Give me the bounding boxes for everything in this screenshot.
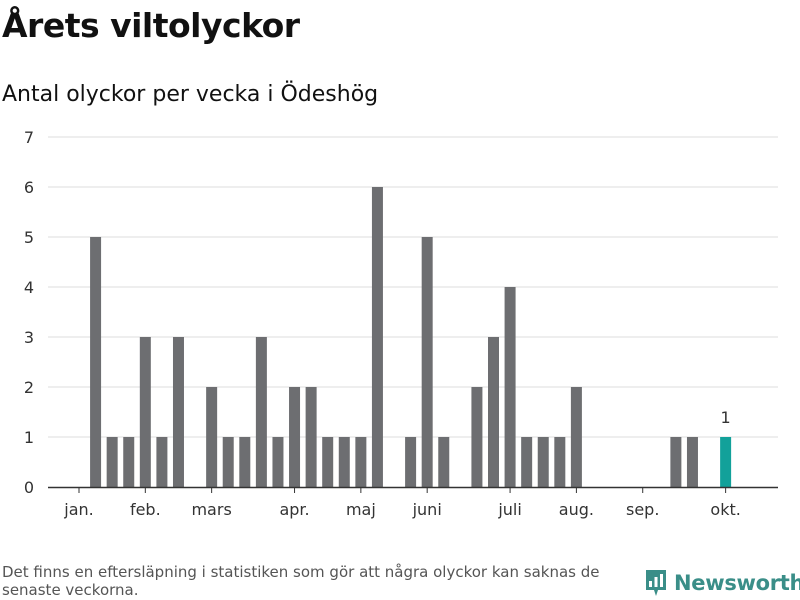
x-tick-label: aug. [559,500,594,519]
y-tick-label: 1 [24,428,34,447]
x-tick-label: maj [346,500,376,519]
x-tick-label: juli [497,500,521,519]
bar [239,437,251,487]
x-tick-label: okt. [710,500,740,519]
bar [421,237,433,487]
x-tick-label: juni [412,500,442,519]
bar [206,387,218,487]
bar [123,437,135,487]
bar [371,187,383,487]
bar [156,437,168,487]
bar [504,287,516,487]
y-tick-label: 7 [24,128,34,147]
bar-chart: 0 1 2 3 4 5 6 7 jan. feb. mars apr. maj juni juli aug.… [24,128,778,519]
chart-subtitle: Antal olyckor per vecka i Ödeshög [2,82,379,107]
footnote: Det finns en eftersläpning i statistiken… [2,563,600,599]
bar [305,387,317,487]
bar [521,437,533,487]
bar [172,337,184,487]
bar [289,387,301,487]
bar-highlight [720,437,732,487]
bar [537,437,549,487]
y-tick-label: 4 [24,278,34,297]
x-axis: jan. feb. mars apr. maj juni juli aug. sep. okt. [48,486,778,519]
y-tick-label: 0 [24,478,34,497]
x-tick-label: feb. [130,500,161,519]
bars [90,187,732,487]
y-tick-label: 3 [24,328,34,347]
bar [322,437,334,487]
brand-name: Newsworthy [674,571,800,595]
y-tick-label: 5 [24,228,34,247]
bar [405,437,417,487]
bar [355,437,367,487]
data-label-highlight: 1 [721,408,731,427]
y-axis-ticks: 0 1 2 3 4 5 6 7 [24,128,34,497]
grid-lines [48,136,778,438]
newsworthy-logo[interactable]: Newsworthy [644,568,800,598]
data-labels: 1 [721,408,731,427]
bar [255,337,267,487]
x-tick-label: apr. [279,500,309,519]
bar [686,437,698,487]
y-tick-label: 2 [24,378,34,397]
bar [488,337,499,487]
bar [222,437,234,487]
bar [338,437,350,487]
bar [90,237,102,487]
chart-title: Årets viltolyckor [2,6,300,45]
bar [106,437,118,487]
y-tick-label: 6 [24,178,34,197]
bar [570,387,582,487]
bar [272,437,284,487]
bar [139,337,151,487]
bar [471,387,483,487]
bar [554,437,566,487]
x-tick-label: mars [191,500,231,519]
x-tick-label: sep. [626,500,659,519]
bar [670,437,682,487]
bar [438,437,450,487]
newsworthy-logo-icon [646,570,666,596]
x-tick-label: jan. [63,500,93,519]
